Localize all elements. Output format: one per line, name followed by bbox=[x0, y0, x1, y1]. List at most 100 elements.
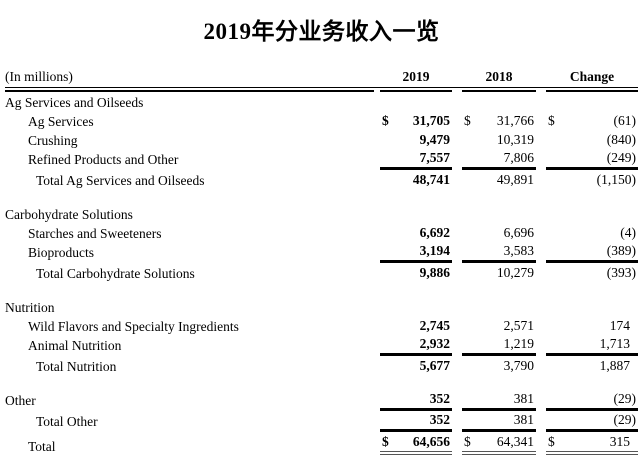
header-rule bbox=[546, 88, 638, 92]
value-change: (840) bbox=[606, 132, 636, 147]
value-change: 174 bbox=[609, 318, 630, 333]
value-change: (389) bbox=[606, 243, 636, 258]
value-change: (393) bbox=[606, 265, 636, 280]
spacer-row bbox=[5, 189, 638, 204]
value-cell-2019 bbox=[380, 297, 452, 316]
column-spacer bbox=[536, 149, 546, 168]
table-body: Ag Services and Oilseeds Ag Services $31,7… bbox=[5, 92, 638, 455]
value-cell-2018: 10,279 bbox=[462, 261, 536, 282]
value-2019: 64,656 bbox=[412, 434, 450, 449]
header-rule-row bbox=[5, 88, 638, 92]
column-spacer bbox=[536, 242, 546, 261]
value-cell-2018: 7,806 bbox=[462, 149, 536, 168]
column-spacer bbox=[536, 316, 546, 335]
header-rule bbox=[5, 88, 374, 92]
row-label: Other bbox=[5, 393, 36, 408]
value-cell-chg: (29) bbox=[546, 390, 638, 409]
column-spacer bbox=[536, 204, 546, 223]
value-2018: 6,696 bbox=[503, 225, 534, 240]
value-2019: 31,705 bbox=[412, 113, 450, 128]
value-change: (29) bbox=[613, 412, 637, 427]
value-change: (4) bbox=[620, 225, 636, 240]
value-2018: 381 bbox=[513, 391, 534, 406]
table-row: Carbohydrate Solutions bbox=[5, 204, 638, 223]
value-2018: 49,891 bbox=[496, 172, 534, 187]
value-cell-2018: 6,696 bbox=[462, 223, 536, 242]
column-spacer bbox=[536, 335, 546, 354]
row-label: Ag Services bbox=[28, 114, 94, 129]
column-spacer bbox=[536, 168, 546, 189]
value-cell-chg: (389) bbox=[546, 242, 638, 261]
table-row: Total Other 352 381 (29) bbox=[5, 409, 638, 430]
value-change: (1,150) bbox=[596, 172, 636, 187]
value-cell-chg: $315 bbox=[546, 430, 638, 455]
row-label: Animal Nutrition bbox=[28, 338, 122, 353]
table-row: Animal Nutrition 2,932 1,219 1,713 bbox=[5, 335, 638, 354]
value-2019: 9,479 bbox=[419, 132, 450, 147]
column-header-change: Change bbox=[546, 66, 638, 88]
value-cell-2019: 2,932 bbox=[380, 335, 452, 354]
column-spacer bbox=[452, 168, 462, 189]
column-spacer bbox=[452, 111, 462, 130]
value-2019: 352 bbox=[429, 391, 450, 406]
row-label: Carbohydrate Solutions bbox=[5, 207, 133, 222]
value-cell-chg: (29) bbox=[546, 409, 638, 430]
value-2018: 10,319 bbox=[496, 132, 534, 147]
row-label: Refined Products and Other bbox=[28, 152, 179, 167]
value-cell-2018 bbox=[462, 204, 536, 223]
value-change: (61) bbox=[613, 113, 637, 128]
column-header-2019: 2019 bbox=[380, 66, 452, 88]
column-spacer bbox=[536, 409, 546, 430]
column-spacer bbox=[452, 390, 462, 409]
spacer-cell bbox=[5, 189, 638, 204]
row-label: Ag Services and Oilseeds bbox=[5, 95, 144, 110]
value-2019: 2,932 bbox=[419, 336, 450, 351]
value-cell-2018: 381 bbox=[462, 390, 536, 409]
table-row: Starches and Sweeteners 6,692 6,696 (4) bbox=[5, 223, 638, 242]
column-spacer bbox=[452, 130, 462, 149]
dollar-sign-change: $ bbox=[548, 113, 555, 128]
value-cell-chg: 1,713 bbox=[546, 335, 638, 354]
dollar-sign-change: $ bbox=[548, 434, 555, 449]
spacer-row bbox=[5, 282, 638, 297]
unit-label: (In millions) bbox=[5, 66, 374, 88]
table-row: Other 352 381 (29) bbox=[5, 390, 638, 409]
table-row: Bioproducts 3,194 3,583 (389) bbox=[5, 242, 638, 261]
value-change: 1,887 bbox=[599, 358, 630, 373]
table-row: Total Ag Services and Oilseeds 48,741 49,8… bbox=[5, 168, 638, 189]
value-cell-2019: 48,741 bbox=[380, 168, 452, 189]
value-cell-2019: 3,194 bbox=[380, 242, 452, 261]
table-row: Nutrition bbox=[5, 297, 638, 316]
value-cell-chg: $ (61) bbox=[546, 111, 638, 130]
column-spacer bbox=[536, 390, 546, 409]
value-cell-2018: 10,319 bbox=[462, 130, 536, 149]
row-label: Total Carbohydrate Solutions bbox=[36, 266, 195, 281]
value-2018: 1,219 bbox=[503, 336, 534, 351]
value-cell-2018: 3,790 bbox=[462, 354, 536, 375]
value-cell-2019 bbox=[380, 92, 452, 111]
value-change: 315 bbox=[609, 434, 630, 449]
value-cell-chg: (249) bbox=[546, 149, 638, 168]
value-2018: 7,806 bbox=[503, 150, 534, 165]
column-spacer bbox=[536, 111, 546, 130]
value-cell-2018: 49,891 bbox=[462, 168, 536, 189]
dollar-sign-2019: $ bbox=[382, 434, 389, 449]
value-cell-2019: 6,692 bbox=[380, 223, 452, 242]
value-cell-chg: (393) bbox=[546, 261, 638, 282]
value-cell-2019: $64,656 bbox=[380, 430, 452, 455]
table-row: Total Nutrition 5,677 3,790 1,887 bbox=[5, 354, 638, 375]
column-spacer bbox=[452, 92, 462, 111]
value-2018: 64,341 bbox=[496, 434, 534, 449]
column-spacer bbox=[452, 335, 462, 354]
column-spacer bbox=[536, 430, 546, 455]
value-cell-chg: 174 bbox=[546, 316, 638, 335]
value-cell-chg bbox=[546, 204, 638, 223]
value-cell-2018: 2,571 bbox=[462, 316, 536, 335]
dollar-sign-2018: $ bbox=[464, 113, 471, 128]
column-spacer bbox=[536, 354, 546, 375]
value-cell-2018: 3,583 bbox=[462, 242, 536, 261]
column-spacer bbox=[452, 430, 462, 455]
value-2019: 6,692 bbox=[419, 225, 450, 240]
value-cell-2018: $31,766 bbox=[462, 111, 536, 130]
